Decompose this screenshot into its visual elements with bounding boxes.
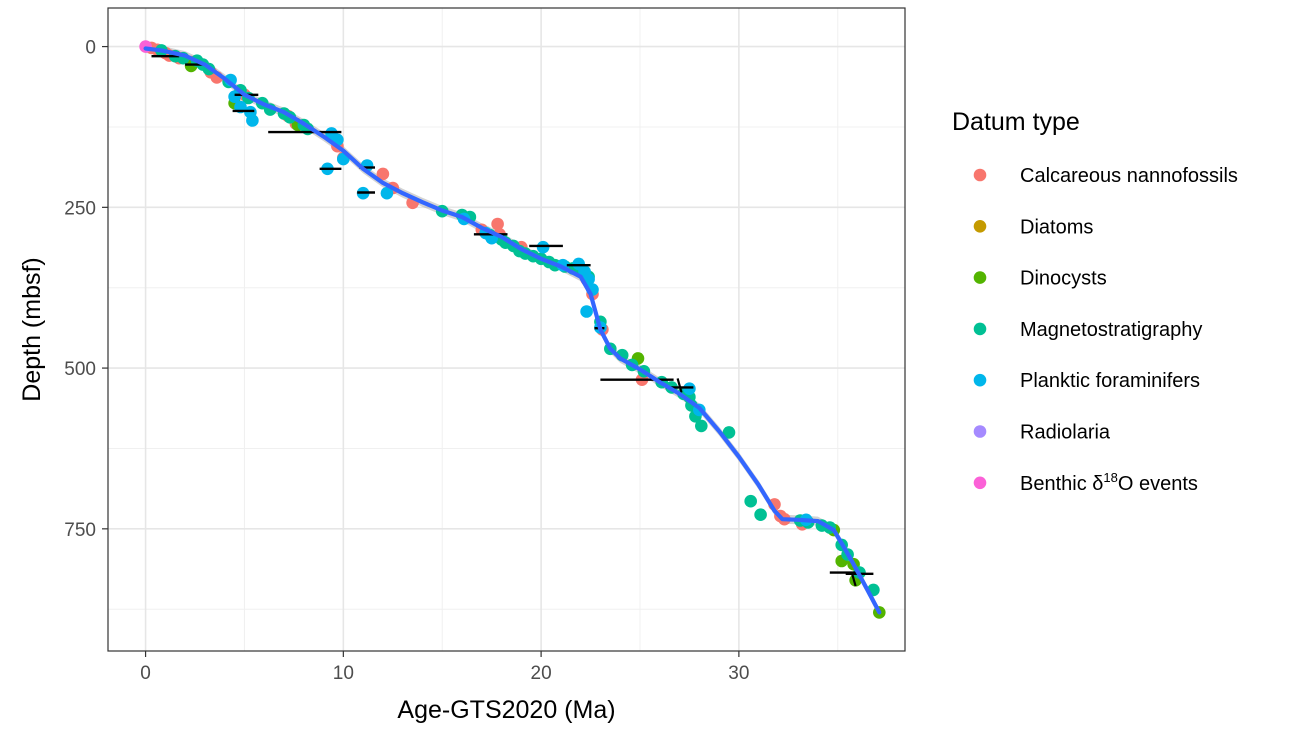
grid-major bbox=[108, 8, 905, 651]
legend: Datum type Calcareous nannofossils Diatom… bbox=[952, 108, 1238, 495]
point-planktic-foraminifers bbox=[228, 90, 241, 103]
legend-label-planktic-foraminifers: Planktic foraminifers bbox=[1020, 370, 1200, 392]
x-axis: 0 10 20 30 bbox=[140, 651, 749, 684]
depth-range-bar bbox=[850, 571, 857, 587]
legend-label-calcareous-nannofossils: Calcareous nannofossils bbox=[1020, 165, 1238, 187]
smooth-fit bbox=[143, 46, 882, 615]
legend-key-diatoms bbox=[973, 220, 987, 233]
x-tick-label: 10 bbox=[333, 663, 354, 684]
age-range-bars bbox=[151, 55, 874, 587]
point-planktic-foraminifers bbox=[246, 114, 259, 127]
y-axis: 0 250 500 750 bbox=[64, 38, 108, 541]
point-magnetostratigraphy bbox=[744, 494, 757, 508]
point-magnetostratigraphy bbox=[722, 426, 736, 439]
y-tick-label: 0 bbox=[85, 38, 96, 59]
y-tick-label: 500 bbox=[64, 359, 96, 380]
y-tick-label: 750 bbox=[64, 520, 96, 541]
point-magnetostratigraphy bbox=[754, 508, 767, 521]
legend-key-radiolaria bbox=[973, 425, 987, 438]
point-calcareous-nannofossils bbox=[491, 217, 504, 231]
x-tick-label: 0 bbox=[140, 663, 151, 684]
depth-range-bar bbox=[676, 378, 683, 393]
plot-panel bbox=[107, 7, 906, 652]
x-tick-label: 20 bbox=[531, 663, 552, 684]
smooth-fit-line bbox=[143, 46, 882, 615]
legend-key-calcareous-nannofossils bbox=[973, 168, 987, 182]
panel-background bbox=[108, 8, 905, 651]
y-tick-label: 250 bbox=[64, 198, 96, 219]
legend-items: Calcareous nannofossils Diatoms Dinocysts M… bbox=[973, 165, 1238, 495]
point-magnetostratigraphy bbox=[695, 419, 708, 433]
legend-key-benthic-18o-events bbox=[973, 476, 987, 490]
grid-minor bbox=[108, 8, 905, 651]
legend-label-magnetostratigraphy: Magnetostratigraphy bbox=[1020, 319, 1202, 341]
legend-key-dinocysts bbox=[973, 271, 987, 284]
point-planktic-foraminifers bbox=[536, 240, 550, 254]
legend-key-magnetostratigraphy bbox=[973, 322, 987, 336]
legend-label-dinocysts: Dinocysts bbox=[1020, 268, 1107, 290]
y-axis-title: Depth (mbsf) bbox=[18, 257, 46, 401]
legend-title: Datum type bbox=[952, 108, 1080, 136]
legend-label-radiolaria: Radiolaria bbox=[1020, 422, 1111, 444]
point-planktic-foraminifers bbox=[683, 382, 696, 396]
point-calcareous-nannofossils bbox=[376, 167, 390, 181]
point-planktic-foraminifers bbox=[380, 186, 394, 200]
point-planktic-foraminifers bbox=[580, 305, 593, 318]
panel-border bbox=[107, 7, 906, 652]
x-tick-label: 30 bbox=[728, 663, 749, 684]
legend-key-planktic-foraminifers bbox=[973, 373, 987, 387]
x-axis-title: Age-GTS2020 (Ma) bbox=[397, 696, 615, 724]
legend-label-diatoms: Diatoms bbox=[1020, 216, 1093, 238]
